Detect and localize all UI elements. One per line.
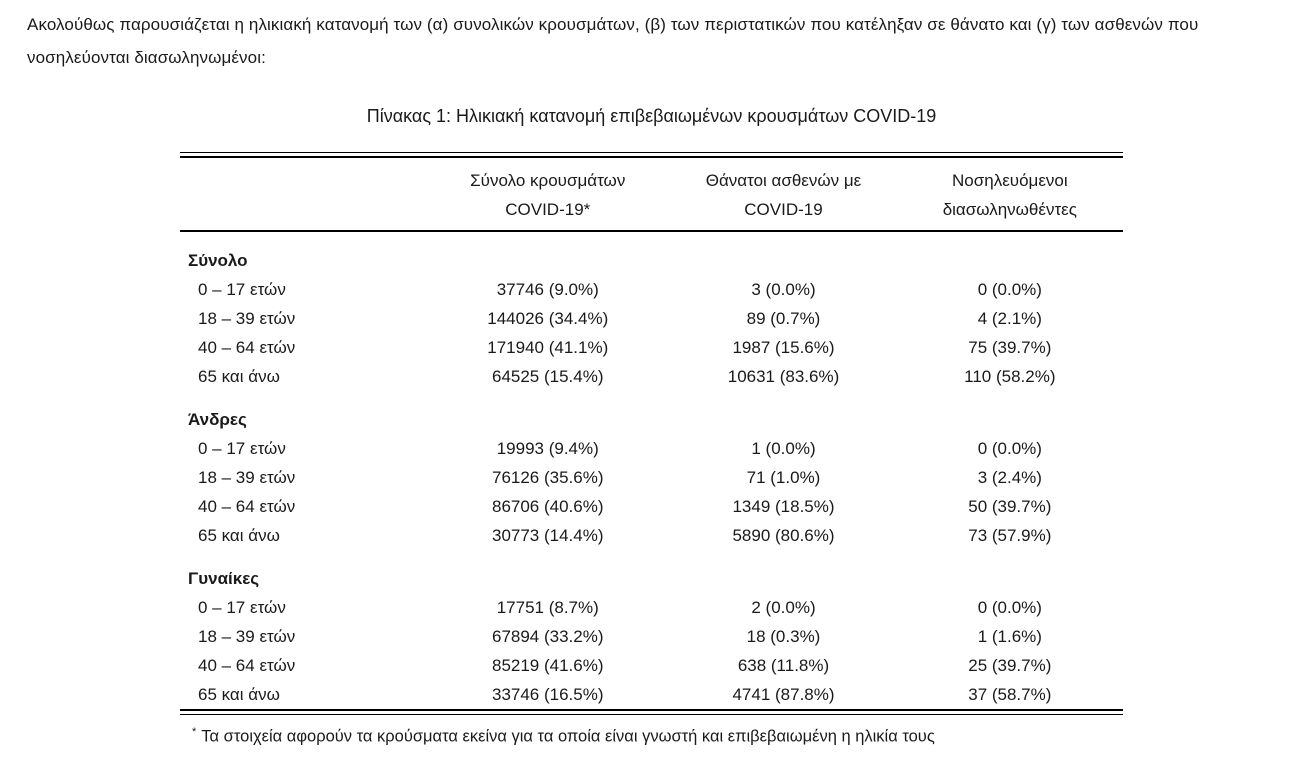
table-row: 65 και άνω 33746 (16.5%) 4741 (87.8%) 37… xyxy=(180,680,1123,709)
deaths-value: 18 (0.3%) xyxy=(746,627,821,646)
table-header: Σύνολο κρουσμάτων COVID-19* Θάνατοι ασθε… xyxy=(180,158,1123,232)
age-label: 40 – 64 ετών xyxy=(198,338,296,357)
deaths-value: 4741 (87.8%) xyxy=(732,685,835,704)
table-row: 18 – 39 ετών 144026 (34.4%) 89 (0.7%) 4 … xyxy=(180,304,1123,333)
section-label: Γυναίκες xyxy=(188,569,260,588)
section-header-women: Γυναίκες xyxy=(180,550,1123,593)
table-row: 65 και άνω 64525 (15.4%) 10631 (83.6%) 1… xyxy=(180,362,1123,391)
cases-value: 76126 (35.6%) xyxy=(491,468,604,487)
deaths-value: 1987 (15.6%) xyxy=(732,338,835,357)
intubated-value: 25 (39.7%) xyxy=(968,656,1052,675)
table-row: 40 – 64 ετών 86706 (40.6%) 1349 (18.5%) … xyxy=(180,492,1123,521)
intro-paragraph: Ακολούθως παρουσιάζεται η ηλικιακή καταν… xyxy=(27,15,1199,67)
deaths-value: 89 (0.7%) xyxy=(746,309,821,328)
deaths-value: 1 (0.0%) xyxy=(751,439,816,458)
deaths-value: 71 (1.0%) xyxy=(746,468,821,487)
table-block: Πίνακας 1: Ηλικιακή κατανομή επιβεβαιωμέ… xyxy=(180,104,1123,749)
table-row: 65 και άνω 30773 (14.4%) 5890 (80.6%) 73… xyxy=(180,521,1123,550)
table-title: Πίνακας 1: Ηλικιακή κατανομή επιβεβαιωμέ… xyxy=(366,106,937,126)
age-label: 65 και άνω xyxy=(198,367,280,386)
cases-value: 37746 (9.0%) xyxy=(496,280,599,299)
header-total-cases-line2: COVID-19* xyxy=(505,200,591,219)
cases-value: 67894 (33.2%) xyxy=(491,627,604,646)
age-label: 0 – 17 ετών xyxy=(198,280,286,299)
cases-value: 17751 (8.7%) xyxy=(496,598,599,617)
header-total-cases-line1: Σύνολο κρουσμάτων xyxy=(470,171,626,190)
header-deaths: Θάνατοι ασθενών με COVID-19 xyxy=(670,158,897,232)
table-footnote: * Τα στοιχεία αφορούν τα κρούσματα εκείνα… xyxy=(180,720,1123,749)
deaths-value: 3 (0.0%) xyxy=(751,280,816,299)
intubated-value: 75 (39.7%) xyxy=(968,338,1052,357)
cases-value: 144026 (34.4%) xyxy=(487,309,609,328)
table-row: 0 – 17 ετών 19993 (9.4%) 1 (0.0%) 0 (0.0… xyxy=(180,434,1123,463)
table-row: 18 – 39 ετών 76126 (35.6%) 71 (1.0%) 3 (… xyxy=(180,463,1123,492)
section-header-total: Σύνολο xyxy=(180,231,1123,275)
intubated-value: 1 (1.6%) xyxy=(977,627,1042,646)
table-bottom-rule xyxy=(180,709,1123,715)
cases-value: 86706 (40.6%) xyxy=(491,497,604,516)
intubated-value: 0 (0.0%) xyxy=(977,439,1042,458)
header-total-cases: Σύνολο κρουσμάτων COVID-19* xyxy=(425,158,671,232)
header-intubated-line2: διασωληνωθέντες xyxy=(942,200,1077,219)
cases-value: 171940 (41.1%) xyxy=(487,338,609,357)
header-deaths-line1: Θάνατοι ασθενών με xyxy=(705,171,862,190)
table-row: 18 – 39 ετών 67894 (33.2%) 18 (0.3%) 1 (… xyxy=(180,622,1123,651)
table-top-rule xyxy=(180,152,1123,158)
intubated-value: 73 (57.9%) xyxy=(968,526,1052,545)
intubated-value: 110 (58.2%) xyxy=(964,367,1056,386)
header-deaths-line2: COVID-19 xyxy=(744,200,823,219)
deaths-value: 10631 (83.6%) xyxy=(727,367,840,386)
intubated-value: 3 (2.4%) xyxy=(977,468,1042,487)
table-row: 0 – 17 ετών 37746 (9.0%) 3 (0.0%) 0 (0.0… xyxy=(180,275,1123,304)
intubated-value: 0 (0.0%) xyxy=(977,280,1042,299)
table-row: 0 – 17 ετών 17751 (8.7%) 2 (0.0%) 0 (0.0… xyxy=(180,593,1123,622)
table-row: 40 – 64 ετών 85219 (41.6%) 638 (11.8%) 2… xyxy=(180,651,1123,680)
age-label: 0 – 17 ετών xyxy=(198,439,286,458)
age-label: 18 – 39 ετών xyxy=(198,309,296,328)
table-row: 40 – 64 ετών 171940 (41.1%) 1987 (15.6%)… xyxy=(180,333,1123,362)
section-label: Άνδρες xyxy=(188,410,247,429)
age-label: 40 – 64 ετών xyxy=(198,497,296,516)
intubated-value: 50 (39.7%) xyxy=(968,497,1052,516)
age-label: 65 και άνω xyxy=(198,526,280,545)
intubated-value: 0 (0.0%) xyxy=(977,598,1042,617)
deaths-value: 1349 (18.5%) xyxy=(732,497,835,516)
cases-value: 30773 (14.4%) xyxy=(491,526,604,545)
cases-value: 19993 (9.4%) xyxy=(496,439,599,458)
footnote-text: Τα στοιχεία αφορούν τα κρούσματα εκείνα … xyxy=(201,727,935,746)
header-intubated-line1: Νοσηλευόμενοι xyxy=(952,171,1068,190)
deaths-value: 2 (0.0%) xyxy=(751,598,816,617)
section-label: Σύνολο xyxy=(188,251,248,270)
intubated-value: 4 (2.1%) xyxy=(977,309,1042,328)
age-label: 18 – 39 ετών xyxy=(198,468,296,487)
age-label: 65 και άνω xyxy=(198,685,280,704)
footnote-asterisk: * xyxy=(192,726,197,738)
header-intubated: Νοσηλευόμενοι διασωληνωθέντες xyxy=(896,158,1123,232)
cases-value: 33746 (16.5%) xyxy=(491,685,604,704)
section-header-men: Άνδρες xyxy=(180,391,1123,434)
cases-value: 64525 (15.4%) xyxy=(491,367,604,386)
age-label: 18 – 39 ετών xyxy=(198,627,296,646)
header-empty-cell xyxy=(180,158,426,232)
table-body: Σύνολο 0 – 17 ετών 37746 (9.0%) 3 (0.0%)… xyxy=(180,231,1123,709)
covid-age-table: Σύνολο κρουσμάτων COVID-19* Θάνατοι ασθε… xyxy=(180,158,1123,709)
intubated-value: 37 (58.7%) xyxy=(968,685,1052,704)
deaths-value: 638 (11.8%) xyxy=(737,656,830,675)
cases-value: 85219 (41.6%) xyxy=(491,656,604,675)
age-label: 0 – 17 ετών xyxy=(198,598,286,617)
deaths-value: 5890 (80.6%) xyxy=(732,526,835,545)
age-label: 40 – 64 ετών xyxy=(198,656,296,675)
